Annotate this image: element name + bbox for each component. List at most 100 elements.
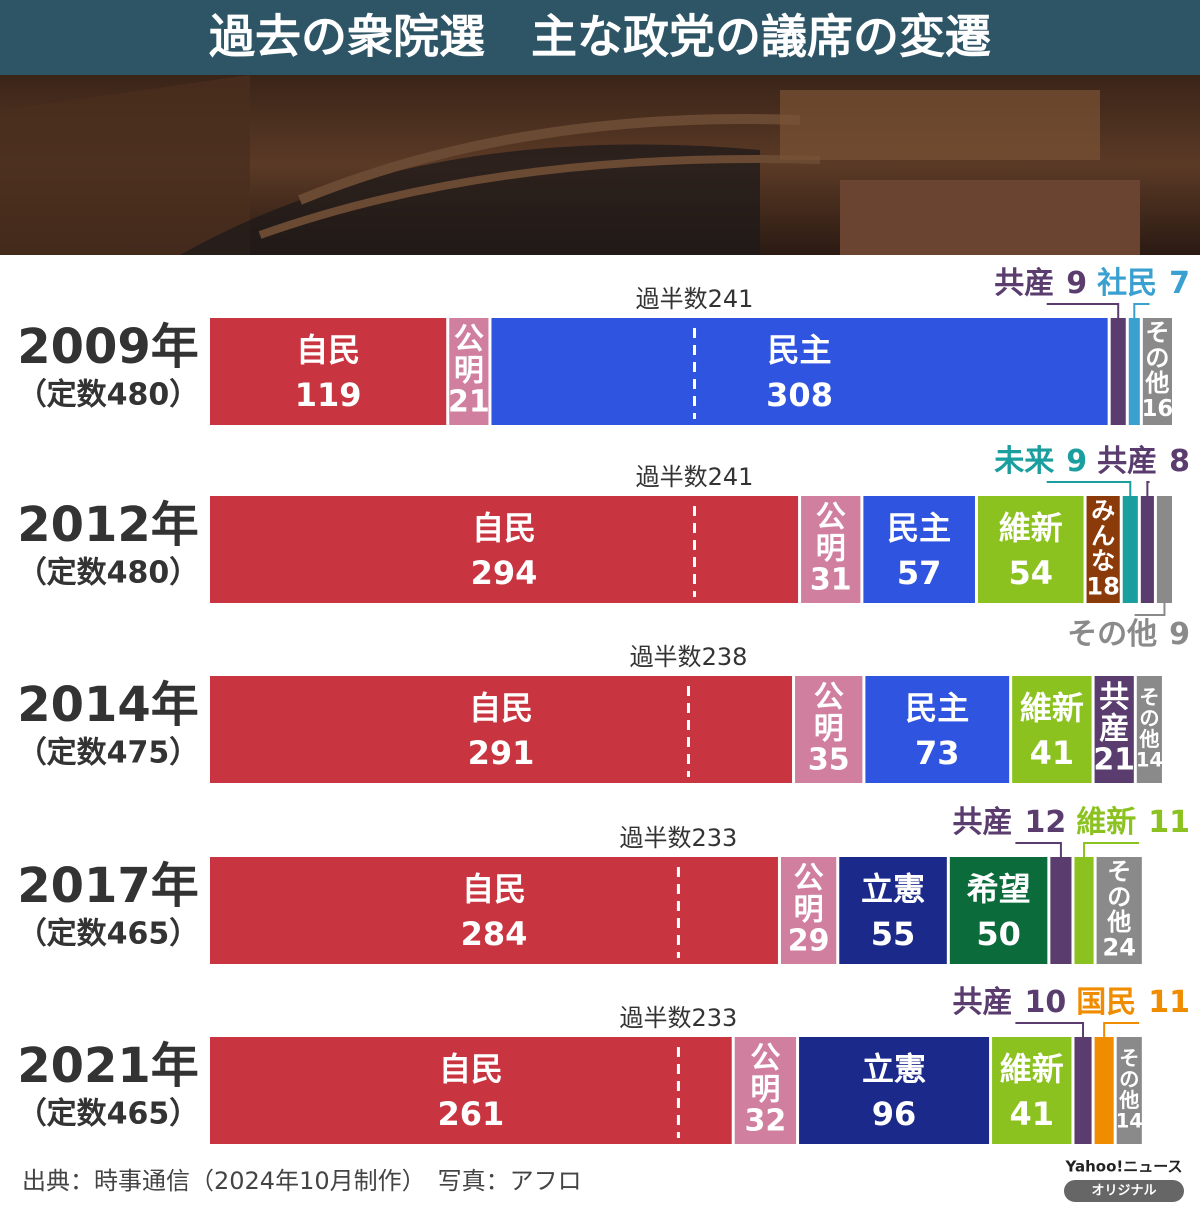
segment-value: 96	[872, 1095, 917, 1133]
callout-value: 7	[1169, 266, 1190, 301]
majority-text: 過半数	[630, 643, 702, 671]
year-label: 2009年	[17, 319, 199, 375]
segment-name: その他	[1138, 684, 1159, 750]
bar-segment	[449, 318, 489, 425]
segment-name: 民主	[887, 509, 951, 547]
segment-name: 維新	[1000, 1050, 1064, 1088]
segment-value: 55	[871, 915, 916, 953]
seat-total-label: （定数480）	[17, 556, 200, 591]
brand-badge-text: オリジナル	[1091, 1184, 1156, 1199]
callout-value: 9	[1169, 617, 1190, 652]
segment-value: 16	[1142, 396, 1174, 422]
segment-name: 自民	[469, 689, 533, 727]
segment-value: 35	[808, 743, 850, 778]
bar-segment	[799, 1037, 990, 1144]
bar-segment	[1086, 496, 1120, 603]
bar-segment	[210, 857, 778, 964]
segment-value: 18	[1086, 572, 1119, 600]
callout-label: 維新 11	[1076, 805, 1190, 840]
callout-leader	[1015, 842, 1062, 857]
segment-value: 57	[897, 554, 942, 592]
callout-leader	[1046, 303, 1120, 318]
segment-value: 21	[1093, 743, 1135, 778]
callout-leader	[1046, 481, 1132, 496]
bar-segment	[863, 496, 975, 603]
segment-value: 261	[437, 1095, 504, 1133]
callout-value: 11	[1148, 985, 1190, 1020]
callout-name: 共産	[953, 805, 1013, 840]
segment-name: 民主	[905, 689, 969, 727]
callout-value: 10	[1025, 985, 1067, 1020]
segment-name: 自民	[462, 870, 526, 908]
callout-name: 共産	[953, 985, 1013, 1020]
brand-name: Yahoo!ニュース	[1065, 1158, 1183, 1176]
callout-label: 共産 12	[953, 805, 1067, 840]
segment-value: 32	[745, 1104, 787, 1139]
callout-leader	[1083, 842, 1140, 857]
segment-name: 公明	[814, 680, 844, 747]
bar-segment	[210, 676, 793, 783]
bar-segment	[1074, 1037, 1092, 1144]
callout-name: 国民	[1076, 985, 1136, 1020]
segment-name: その他	[1144, 319, 1169, 398]
bar-segment	[865, 676, 1010, 783]
seat-total-label: （定数465）	[17, 1097, 200, 1132]
callout-value: 9	[1066, 444, 1087, 479]
segment-name: 公明	[750, 1041, 780, 1108]
segment-name: 維新	[1020, 689, 1084, 727]
segment-value: 41	[1010, 1095, 1055, 1133]
callout-value: 11	[1148, 805, 1190, 840]
photo	[0, 75, 1200, 255]
bar-segment	[1116, 1037, 1142, 1144]
chart-title: 過去の衆院選 主な政党の議席の変遷	[209, 10, 991, 64]
majority-value: 241	[708, 285, 754, 313]
segment-value: 54	[1008, 554, 1053, 592]
seat-total-label: （定数475）	[17, 736, 200, 771]
segment-value: 308	[766, 376, 833, 414]
bar-segment	[801, 496, 861, 603]
bar-segment	[210, 1037, 732, 1144]
segment-name: みんな	[1091, 497, 1115, 576]
year-label: 2012年	[17, 497, 199, 553]
segment-name: 自民	[472, 509, 536, 547]
callout-name: 社民	[1097, 266, 1157, 301]
year-label: 2014年	[17, 677, 199, 733]
segment-name: 自民	[296, 331, 360, 369]
seat-total-label: （定数465）	[17, 917, 200, 952]
callout-label: 共産 8	[1097, 444, 1190, 479]
segment-value: 14	[1136, 749, 1163, 772]
callout-leader	[1134, 603, 1166, 616]
segment-name: その他	[1106, 858, 1131, 937]
segment-value: 14	[1116, 1110, 1143, 1133]
segment-value: 284	[461, 915, 528, 953]
bar-segment	[210, 496, 799, 603]
segment-value: 73	[915, 734, 960, 772]
year-label: 2017年	[17, 858, 199, 914]
bar-segment	[949, 857, 1048, 964]
segment-value: 31	[810, 563, 852, 598]
segment-name: 希望	[967, 870, 1031, 908]
segment-name: 民主	[768, 331, 832, 369]
majority-text: 過半数	[636, 285, 708, 313]
segment-value: 29	[788, 924, 830, 959]
bar-segment	[795, 676, 863, 783]
callout-label: 社民 7	[1097, 266, 1190, 301]
bar-segment	[780, 857, 837, 964]
callout-label: 未来 9	[994, 444, 1087, 479]
bar-segment	[1136, 676, 1162, 783]
bar-segment	[1012, 676, 1092, 783]
bar-segment	[1094, 676, 1134, 783]
majority-value: 233	[692, 1004, 738, 1032]
segment-value: 119	[295, 376, 362, 414]
segment-name: 公明	[794, 861, 824, 928]
segment-value: 294	[471, 554, 538, 592]
bar-segment	[1140, 496, 1154, 603]
majority-label: 過半数233	[620, 824, 738, 852]
callout-value: 8	[1169, 444, 1190, 479]
bar-segment	[1096, 857, 1142, 964]
bar-segment	[992, 1037, 1072, 1144]
majority-text: 過半数	[620, 1004, 692, 1032]
majority-value: 238	[702, 643, 748, 671]
